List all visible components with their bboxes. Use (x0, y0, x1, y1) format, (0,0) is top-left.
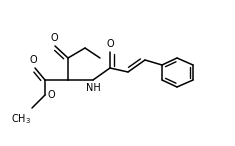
Text: NH: NH (86, 83, 100, 93)
Text: O: O (50, 33, 58, 43)
Text: O: O (29, 55, 37, 65)
Text: O: O (106, 39, 114, 49)
Text: O: O (47, 90, 55, 100)
Text: CH$_3$: CH$_3$ (11, 112, 31, 126)
